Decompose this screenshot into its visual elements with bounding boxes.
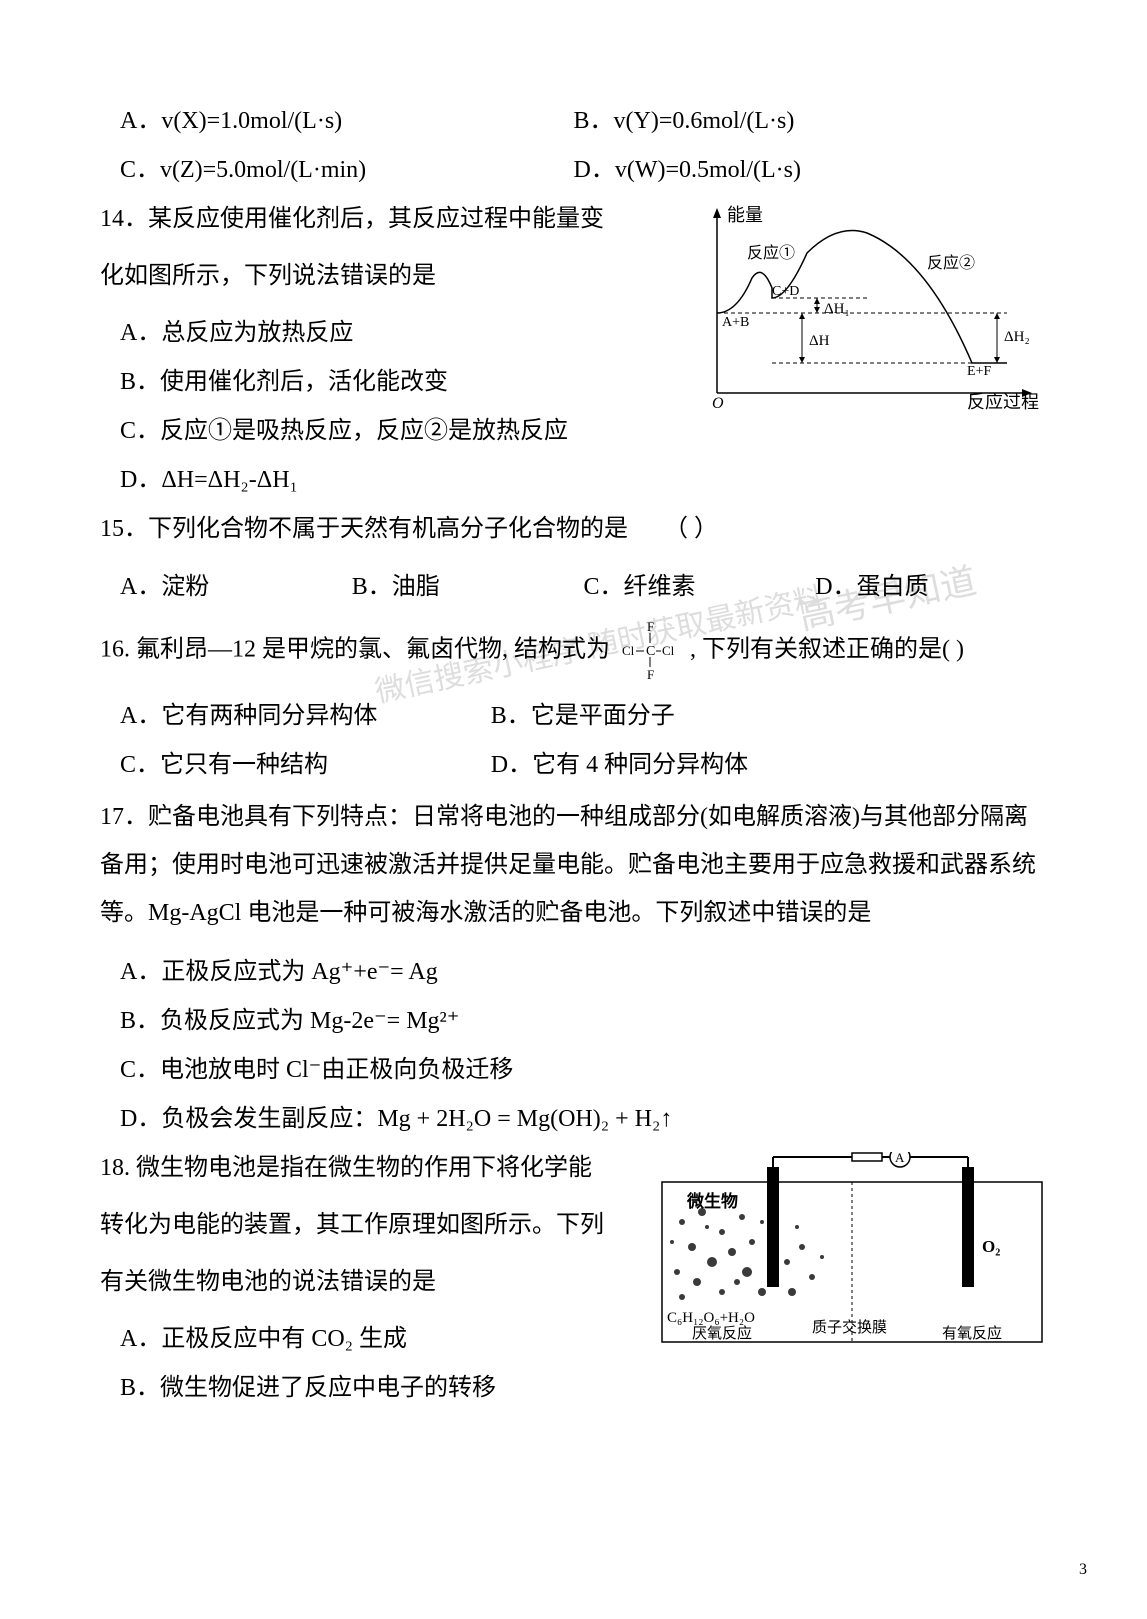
mol-bottom: F <box>647 667 654 681</box>
q13-option-d: D．v(W)=0.5mol/(L·s) <box>574 149 1048 184</box>
right-electrode <box>962 1167 974 1287</box>
AB-label: A+B <box>722 315 749 330</box>
q18-battery-diagram: A 微生物 O₂ C₆H₁₂O₆+ <box>652 1152 1052 1352</box>
dh2-label: ΔH₂ <box>1004 329 1030 345</box>
q16-molecule: C F F Cl Cl <box>620 621 680 681</box>
q14-option-c: C．反应①是吸热反应，反应②是放热反应 <box>120 410 621 445</box>
q14-container: 14．某反应使用催化剂后，其反应过程中能量变 化如图所示，下列说法错误的是 A．… <box>100 198 1047 494</box>
anaerobic-label: 厌氧反应 <box>692 1324 752 1342</box>
q16-stem: 16. 氟利昂—12 是甲烷的氯、氟卤代物, 结构式为 C F F Cl Cl … <box>100 621 1047 681</box>
q13-option-a: A．v(X)=1.0mol/(L·s) <box>100 100 574 135</box>
mol-right: Cl <box>662 643 675 658</box>
q18-option-b: B．微生物促进了反应中电子的转移 <box>120 1367 621 1402</box>
left-bottom-formula: C₆H₁₂O₆+H₂O <box>667 1310 755 1326</box>
y-axis-arrow-icon <box>713 208 721 218</box>
o2-label: O₂ <box>982 1237 1000 1256</box>
q14-option-b: B．使用催化剂后，活化能改变 <box>120 361 621 396</box>
dh-label: ΔH <box>809 333 830 349</box>
EF-label: E+F <box>967 364 991 379</box>
reaction2-label: 反应② <box>927 253 975 272</box>
q17-option-b: B．负极反应式为 Mg-2e⁻= Mg²⁺ <box>120 1000 1047 1035</box>
CD-label: C+D <box>772 284 799 299</box>
q14-option-d: D．ΔH=ΔH₂-ΔH₁ <box>120 459 621 494</box>
microbe-dots <box>670 1208 824 1300</box>
q14-stem-1: 14．某反应使用催化剂后，其反应过程中能量变 <box>100 198 621 241</box>
q18-stem-1: 18. 微生物电池是指在微生物的作用下将化学能 <box>100 1147 621 1190</box>
page-number: 3 <box>1079 1561 1087 1579</box>
dh2-down-icon <box>994 357 1000 363</box>
microbe-label: 微生物 <box>686 1191 738 1211</box>
q15-option-a: A．淀粉 <box>120 566 352 601</box>
y-axis-label: 能量 <box>727 205 763 225</box>
q14-text: 14．某反应使用催化剂后，其反应过程中能量变 化如图所示，下列说法错误的是 A．… <box>100 198 621 494</box>
q16-stem-post: , 下列有关叙述正确的是( ) <box>690 636 964 662</box>
q15-stem: 15．下列化合物不属于天然有机高分子化合物的是 <box>100 516 628 542</box>
q14-stem-2: 化如图所示，下列说法错误的是 <box>100 255 621 298</box>
q16-stem-pre: 16. 氟利昂—12 是甲烷的氯、氟卤代物, 结构式为 <box>100 636 610 662</box>
dh-up-icon <box>799 313 805 319</box>
q16-option-b: B．它是平面分子 <box>491 695 955 730</box>
q14-energy-diagram: 能量 反应过程 O 反应① 反应② A+B C+D E+F ΔH₁ <box>687 203 1047 413</box>
aerobic-label: 有氧反应 <box>942 1324 1002 1342</box>
q18-text: 18. 微生物电池是指在微生物的作用下将化学能 转化为电能的装置，其工作原理如图… <box>100 1147 621 1403</box>
dh-down-icon <box>799 357 805 363</box>
left-electrode <box>767 1167 779 1287</box>
x-axis-label: 反应过程 <box>967 392 1039 412</box>
mol-left: Cl <box>622 643 635 658</box>
dh1-down-icon <box>814 307 820 313</box>
q16-option-d: D．它有 4 种同分异构体 <box>491 744 955 779</box>
q15-stem-row: 15．下列化合物不属于天然有机高分子化合物的是 （ ） <box>100 508 1047 551</box>
q16-options-row1: A．它有两种同分异构体 B．它是平面分子 <box>120 695 1047 730</box>
membrane-label: 质子交换膜 <box>812 1318 887 1336</box>
q18-container: 18. 微生物电池是指在微生物的作用下将化学能 转化为电能的装置，其工作原理如图… <box>100 1147 1047 1403</box>
q18-option-a: A．正极反应中有 CO₂ 生成 <box>120 1318 621 1353</box>
reaction1-label: 反应① <box>747 243 795 262</box>
q15-option-d: D．蛋白质 <box>815 566 1047 601</box>
q13-options-row-1: A．v(X)=1.0mol/(L·s) B．v(Y)=0.6mol/(L·s) <box>100 100 1047 135</box>
q15-bracket: （ ） <box>664 516 718 542</box>
q17-option-a: A．正极反应式为 Ag⁺+e⁻= Ag <box>120 951 1047 986</box>
dh1-label: ΔH₁ <box>824 301 850 317</box>
q17-option-c: C．电池放电时 Cl⁻由正极向负极迁移 <box>120 1049 1047 1084</box>
q15-options: A．淀粉 B．油脂 C．纤维素 D．蛋白质 <box>120 566 1047 601</box>
q17-stem: 17．贮备电池具有下列特点：日常将电池的一种组成部分(如电解质溶液)与其他部分隔… <box>100 793 1047 937</box>
q15-option-c: C．纤维素 <box>584 566 816 601</box>
q18-stem-2: 转化为电能的装置，其工作原理如图所示。下列 <box>100 1204 621 1247</box>
q16-option-c: C．它只有一种结构 <box>120 744 491 779</box>
q17-option-d: D．负极会发生副反应：Mg + 2H₂O = Mg(OH)₂ + H₂↑ <box>120 1098 1047 1133</box>
ammeter-label: A <box>895 1152 905 1165</box>
page-content: A．v(X)=1.0mol/(L·s) B．v(Y)=0.6mol/(L·s) … <box>100 100 1047 1402</box>
q14-option-a: A．总反应为放热反应 <box>120 312 621 347</box>
resistor-icon <box>852 1153 882 1161</box>
origin-label: O <box>712 395 724 412</box>
q16-options-row2: C．它只有一种结构 D．它有 4 种同分异构体 <box>120 744 1047 779</box>
q15-option-b: B．油脂 <box>352 566 584 601</box>
q18-stem-3: 有关微生物电池的说法错误的是 <box>100 1261 621 1304</box>
q13-option-b: B．v(Y)=0.6mol/(L·s) <box>574 100 1048 135</box>
dh1-up-icon <box>814 298 820 304</box>
mol-top: F <box>647 621 654 634</box>
q13-options-row-2: C．v(Z)=5.0mol/(L·min) D．v(W)=0.5mol/(L·s… <box>100 149 1047 184</box>
q16-option-a: A．它有两种同分异构体 <box>120 695 491 730</box>
dh2-up-icon <box>994 313 1000 319</box>
mol-center: C <box>646 644 655 659</box>
q13-option-c: C．v(Z)=5.0mol/(L·min) <box>100 149 574 184</box>
